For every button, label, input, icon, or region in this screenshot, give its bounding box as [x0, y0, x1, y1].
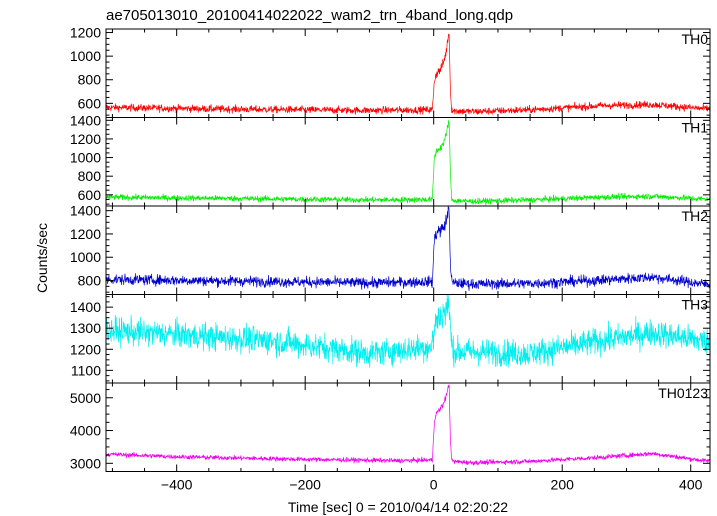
- y-tick-label: 1200: [70, 25, 101, 41]
- panel-frame: [105, 382, 711, 472]
- x-tick-label: 0: [430, 477, 438, 493]
- y-tick-label: 1200: [70, 226, 101, 242]
- y-tick-label: 1100: [71, 362, 101, 378]
- series-line-th2: [106, 206, 710, 291]
- y-tick-label: 1000: [70, 249, 101, 265]
- y-tick-label: 1400: [70, 203, 101, 219]
- panel-label-th0: TH0: [682, 31, 709, 47]
- y-tick-label: 800: [78, 168, 102, 184]
- y-tick-label: 1000: [70, 48, 101, 64]
- x-tick-label: −400: [161, 477, 193, 493]
- panel-label-th2: TH2: [682, 208, 709, 224]
- y-tick-label: 4000: [70, 423, 101, 439]
- y-tick-label: 800: [78, 72, 102, 88]
- y-tick-label: 5000: [70, 390, 101, 406]
- panel-th0123: 3000 4000 5000 TH0123: [70, 382, 711, 472]
- y-tick-label: 1000: [70, 150, 101, 166]
- series-line-th0123: [106, 384, 710, 466]
- series-line-th0: [106, 33, 710, 116]
- y-tick-label: 1200: [70, 341, 101, 357]
- x-tick-label: 200: [551, 477, 575, 493]
- x-tick-label: −200: [289, 477, 321, 493]
- x-axis-label: Time [sec] 0 = 2010/04/14 02:20:22: [288, 499, 508, 515]
- panel-th0: 600 800 1000 1200 TH0: [70, 25, 711, 118]
- panel-label-th0123: TH0123: [658, 385, 708, 401]
- chart-title: ae705013010_20100414022022_wam2_trn_4ban…: [106, 7, 513, 24]
- panel-th2: 800 1000 1200 1400 TH2: [70, 203, 711, 295]
- y-tick-label: 3000: [70, 455, 101, 471]
- panel-label-th1: TH1: [682, 120, 709, 136]
- y-tick-label: 1200: [70, 131, 101, 147]
- y-tick-label: 600: [78, 187, 102, 203]
- panel-th1: 600 800 1000 1200 1400 TH1: [70, 112, 711, 207]
- y-tick-label: 1300: [70, 320, 101, 336]
- y-tick-label: 1400: [70, 299, 101, 315]
- y-tick-label: 1400: [70, 112, 101, 128]
- y-axis-label: Counts/sec: [34, 223, 50, 293]
- series-line-th3: [106, 294, 710, 368]
- panel-frame: [105, 117, 711, 207]
- panel-label-th3: TH3: [682, 297, 709, 313]
- x-tick-label: 400: [679, 477, 703, 493]
- x-axis: −400 −200 0 200 400: [161, 477, 703, 493]
- y-tick-label: 800: [78, 273, 102, 289]
- y-tick-label: 600: [78, 95, 102, 111]
- panels-group: 600 800 1000 1200 TH0 600 800 1000 1200 1400 TH1 80…: [70, 25, 711, 472]
- panel-th3: 1100 1200 1300 1400 TH3: [70, 294, 711, 384]
- series-line-th1: [106, 120, 710, 206]
